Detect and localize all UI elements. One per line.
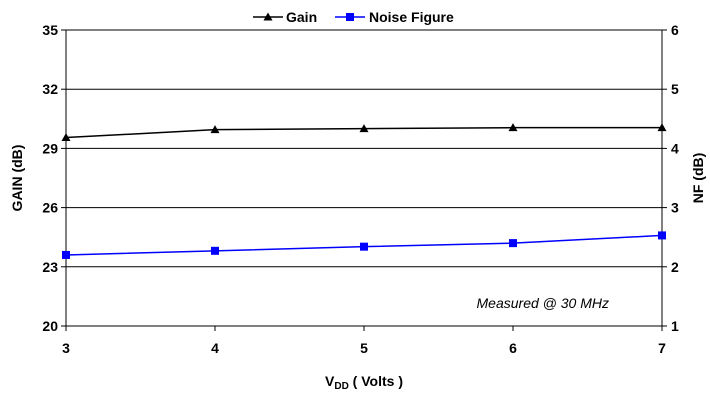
noise-figure-point <box>360 242 368 251</box>
legend-gain-marker <box>263 12 273 21</box>
noise-figure-point <box>62 250 70 259</box>
legend-nf-marker <box>346 13 354 21</box>
x-axis-title-rest: ( Volts ) <box>349 373 403 389</box>
y-left-tick-label: 20 <box>42 318 58 334</box>
y-left-tick-label: 32 <box>42 81 58 97</box>
y-left-tick-label: 29 <box>42 140 58 156</box>
noise-figure-point <box>658 231 666 240</box>
y-left-tick-label: 23 <box>42 259 58 275</box>
annotation: Measured @ 30 MHz <box>477 295 609 311</box>
y-left-tick-label: 35 <box>42 22 58 38</box>
y-axis-right-title: NF (dB) <box>690 153 706 204</box>
y-axis-left-title: GAIN (dB) <box>9 145 25 212</box>
x-tick-label: 5 <box>360 340 368 356</box>
y-left-tick-label: 26 <box>42 200 58 216</box>
noise-figure-point <box>211 246 219 255</box>
gain-point <box>61 133 71 142</box>
series-layer <box>61 123 667 259</box>
x-axis-title-main: V <box>325 373 335 389</box>
x-tick-label: 4 <box>211 340 219 356</box>
gain-point <box>657 123 667 132</box>
x-axis-title: VDD ( Volts ) <box>325 373 403 392</box>
y-right-tick-label: 4 <box>671 140 679 156</box>
x-tick-label: 7 <box>658 340 666 356</box>
gain-point <box>508 123 518 132</box>
y-right-tick-label: 2 <box>671 259 679 275</box>
legend-gain-label: Gain <box>286 9 317 25</box>
gridlines <box>66 29 662 327</box>
y-right-tick-label: 5 <box>671 81 679 97</box>
legend: Gain Noise Figure <box>253 9 454 25</box>
y-right-tick-label: 1 <box>671 318 679 334</box>
y-right-tick-label: 6 <box>671 22 679 38</box>
gain-point <box>359 124 369 133</box>
x-axis-title-sub: DD <box>334 381 348 392</box>
x-tick-label: 6 <box>509 340 517 356</box>
y-right-tick-label: 3 <box>671 200 679 216</box>
x-tick-label: 3 <box>62 340 70 356</box>
gain-point <box>210 125 220 134</box>
plot-area <box>65 29 663 327</box>
noise-figure-point <box>509 239 517 248</box>
legend-nf-label: Noise Figure <box>369 9 454 25</box>
